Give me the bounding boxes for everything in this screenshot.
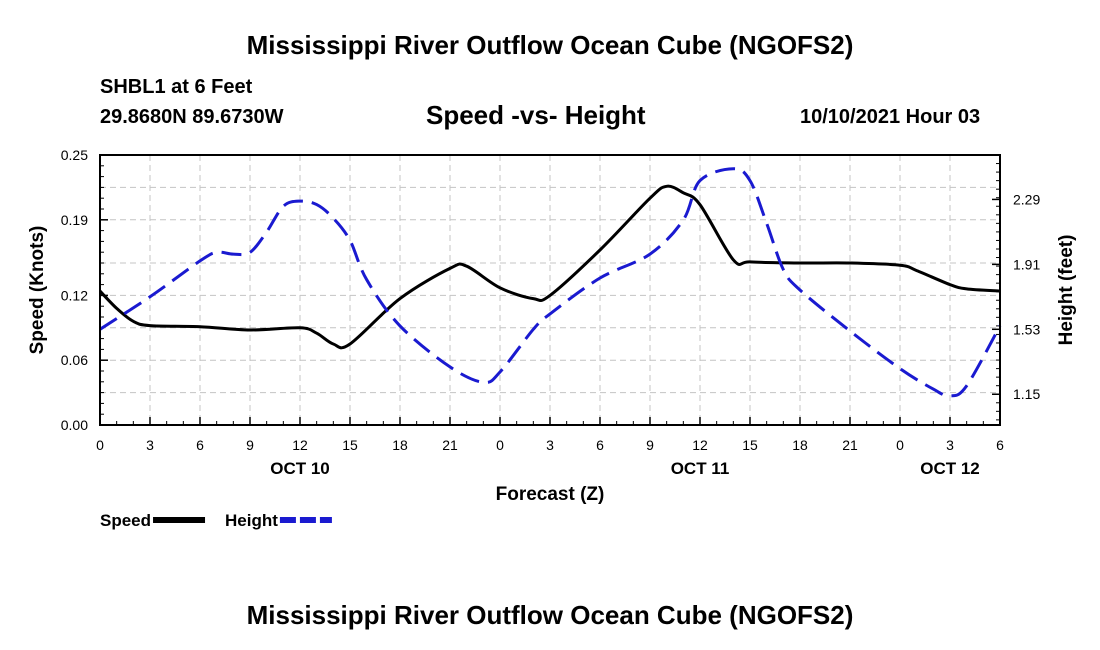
- station-label: SHBL1 at 6 Feet: [100, 76, 253, 98]
- x-tick-label: 9: [646, 437, 654, 453]
- y-tick-label: 0.06: [61, 352, 88, 368]
- x-tick-label: 3: [946, 437, 954, 453]
- x-tick-label: 18: [792, 437, 808, 453]
- y-tick-label: 0.19: [61, 212, 88, 228]
- y2-tick-label: 1.53: [1013, 321, 1040, 337]
- x-tick-label: 18: [392, 437, 408, 453]
- y-tick-label: 0.25: [61, 147, 88, 163]
- station-coords: 29.8680N 89.6730W: [100, 106, 284, 128]
- footer-title: Mississippi River Outflow Ocean Cube (NG…: [246, 600, 854, 630]
- series-line-speed: [98, 184, 1001, 350]
- x-tick-label: 0: [496, 437, 504, 453]
- y-tick-label: 0.00: [61, 417, 88, 433]
- series-line-height: [99, 167, 1002, 398]
- legend-label-speed: Speed: [100, 511, 151, 530]
- x-tick-label: 6: [996, 437, 1004, 453]
- date-label: OCT 12: [920, 459, 980, 478]
- x-tick-label: 3: [146, 437, 154, 453]
- x-tick-label: 9: [246, 437, 254, 453]
- chart-title: Mississippi River Outflow Ocean Cube (NG…: [246, 30, 854, 60]
- legend-label-height: Height: [225, 511, 278, 530]
- y2-tick-label: 1.15: [1013, 386, 1040, 402]
- y-axis-title: Speed (Knots): [27, 226, 48, 355]
- x-tick-label: 21: [442, 437, 458, 453]
- date-label: OCT 11: [671, 459, 730, 478]
- x-tick-label: 3: [546, 437, 554, 453]
- y2-axis-title: Height (feet): [1056, 235, 1077, 346]
- y2-tick-label: 1.91: [1013, 256, 1040, 272]
- x-tick-label: 0: [896, 437, 904, 453]
- x-tick-label: 6: [596, 437, 604, 453]
- x-tick-label: 15: [342, 437, 358, 453]
- date-label: OCT 10: [270, 459, 330, 478]
- x-tick-label: 0: [96, 437, 104, 453]
- x-tick-label: 12: [292, 437, 308, 453]
- x-tick-label: 6: [196, 437, 204, 453]
- x-tick-label: 12: [692, 437, 708, 453]
- y-tick-label: 0.12: [61, 287, 88, 303]
- x-tick-label: 21: [842, 437, 858, 453]
- forecast-datetime: 10/10/2021 Hour 03: [800, 106, 981, 128]
- chart-subtitle: Speed -vs- Height: [426, 100, 646, 130]
- x-tick-label: 15: [742, 437, 758, 453]
- x-axis-title: Forecast (Z): [496, 484, 605, 505]
- y2-tick-label: 2.29: [1013, 191, 1040, 207]
